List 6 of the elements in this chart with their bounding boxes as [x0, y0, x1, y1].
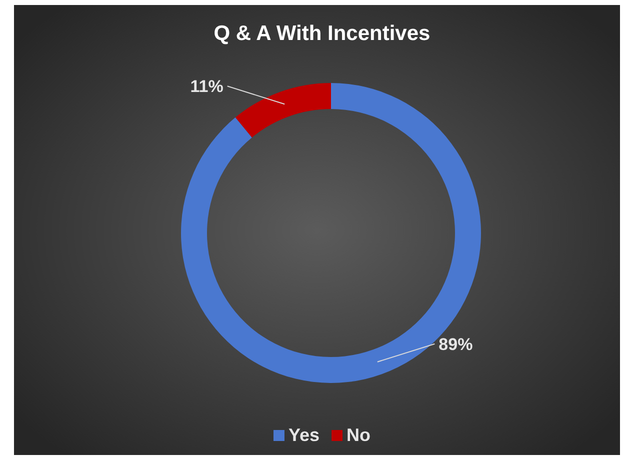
- legend-label: Yes: [288, 425, 320, 445]
- data-label: 89%: [438, 334, 473, 354]
- donut-slice: [235, 83, 331, 138]
- legend-label: No: [346, 425, 371, 445]
- data-label: 11%: [190, 77, 224, 96]
- chart-title: Q & A With Incentives: [214, 22, 430, 45]
